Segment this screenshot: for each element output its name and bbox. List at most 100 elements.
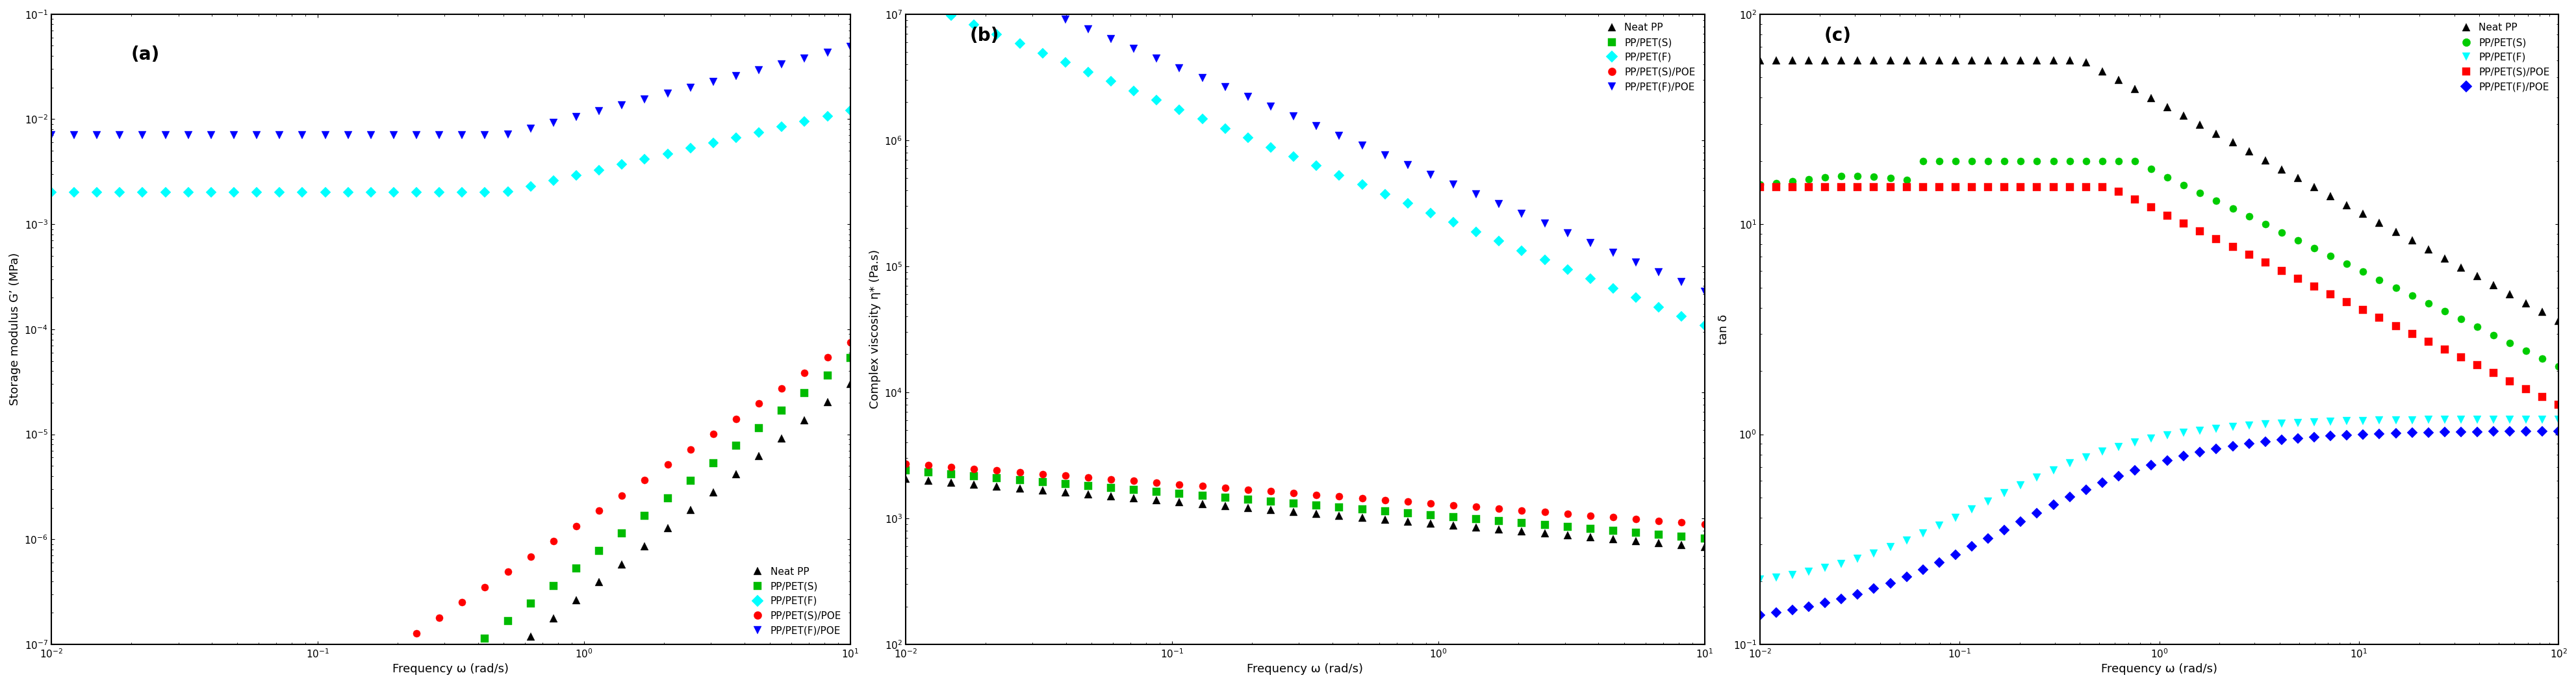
- PP/PET(S): [1777, 177, 1808, 185]
- PP/PET(F)/POE: [2347, 430, 2378, 438]
- PP/PET(F): [935, 12, 966, 20]
- Neat PP: [2411, 246, 2442, 254]
- PP/PET(F): [2411, 416, 2442, 424]
- PP/PET(S)/POE: [2543, 401, 2573, 409]
- PP/PET(S): [515, 599, 546, 607]
- PP/PET(S): [1842, 172, 1873, 180]
- PP/PET(F): [1530, 256, 1561, 264]
- PP/PET(S)/POE: [538, 537, 569, 545]
- PP/PET(F): [1891, 536, 1922, 544]
- PP/PET(S)/POE: [629, 476, 659, 484]
- PP/PET(F): [1924, 521, 1955, 529]
- PP/PET(S): [1118, 486, 1149, 494]
- PP/PET(S)/POE: [2509, 385, 2540, 393]
- PP/PET(F)/POE: [425, 131, 456, 140]
- PP/PET(S)/POE: [889, 460, 920, 468]
- PP/PET(F)/POE: [1793, 603, 1824, 611]
- PP/PET(S): [2362, 276, 2393, 284]
- PP/PET(F): [492, 187, 523, 196]
- PP/PET(F)/POE: [2429, 428, 2460, 436]
- PP/PET(F)/POE: [2102, 472, 2133, 480]
- PP/PET(S): [835, 354, 866, 362]
- PP/PET(S)/POE: [1072, 473, 1103, 482]
- Neat PP: [629, 542, 659, 551]
- Neat PP: [889, 475, 920, 483]
- PP/PET(F): [1368, 190, 1399, 198]
- PP/PET(F): [2543, 415, 2573, 423]
- PP/PET(S): [1643, 530, 1674, 538]
- PP/PET(S)/POE: [1826, 183, 1857, 192]
- PP/PET(F): [1028, 49, 1059, 57]
- PP/PET(S): [1028, 478, 1059, 486]
- Neat PP: [2169, 111, 2200, 120]
- PP/PET(S): [1875, 174, 1906, 182]
- PP/PET(F): [2460, 415, 2491, 423]
- PP/PET(F)/POE: [788, 54, 819, 62]
- PP/PET(S): [1744, 181, 1775, 189]
- PP/PET(S): [1048, 479, 1079, 488]
- PP/PET(S)/POE: [2249, 259, 2280, 267]
- PP/PET(S)/POE: [2022, 183, 2053, 192]
- PP/PET(S): [1324, 503, 1355, 512]
- PP/PET(S)/POE: [765, 384, 796, 393]
- Line: PP/PET(F)/POE: PP/PET(F)/POE: [1757, 428, 2561, 618]
- Neat PP: [2527, 308, 2558, 316]
- Neat PP: [1278, 508, 1309, 516]
- PP/PET(S)/POE: [2331, 298, 2362, 306]
- PP/PET(S): [912, 468, 943, 476]
- PP/PET(F)/POE: [469, 131, 500, 140]
- PP/PET(F): [2053, 460, 2084, 468]
- PP/PET(S): [469, 635, 500, 643]
- PP/PET(F): [1072, 68, 1103, 76]
- Neat PP: [765, 434, 796, 443]
- Neat PP: [1188, 500, 1218, 508]
- PP/PET(F): [2087, 447, 2117, 456]
- PP/PET(F): [585, 166, 616, 174]
- PP/PET(F): [1461, 228, 1492, 236]
- Legend: Neat PP, PP/PET(S), PP/PET(F), PP/PET(S)/POE, PP/PET(F)/POE: Neat PP, PP/PET(S), PP/PET(F), PP/PET(S)…: [744, 563, 845, 640]
- PP/PET(F)/POE: [2380, 429, 2411, 437]
- PP/PET(S)/POE: [2478, 369, 2509, 378]
- Neat PP: [835, 380, 866, 389]
- PP/PET(F): [2347, 417, 2378, 425]
- PP/PET(F)/POE: [1255, 103, 1285, 111]
- PP/PET(F): [835, 107, 866, 115]
- X-axis label: Frequency ω (rad/s): Frequency ω (rad/s): [1247, 663, 1363, 675]
- PP/PET(F)/POE: [126, 131, 157, 140]
- Neat PP: [1793, 57, 1824, 65]
- PP/PET(F)/POE: [744, 66, 775, 74]
- PP/PET(F)/POE: [1461, 190, 1492, 198]
- PP/PET(F): [1690, 321, 1721, 330]
- PP/PET(F)/POE: [1188, 74, 1218, 82]
- Line: PP/PET(F): PP/PET(F): [902, 0, 1708, 329]
- PP/PET(S)/POE: [1551, 510, 1582, 518]
- PP/PET(F): [2429, 416, 2460, 424]
- PP/PET(S)/POE: [2102, 187, 2133, 196]
- PP/PET(S): [1597, 527, 1628, 535]
- Neat PP: [1989, 57, 2020, 65]
- PP/PET(F): [1857, 549, 1888, 557]
- Y-axis label: tan δ: tan δ: [1718, 314, 1728, 344]
- PP/PET(S)/POE: [912, 461, 943, 469]
- PP/PET(F)/POE: [2004, 517, 2035, 525]
- PP/PET(S)/POE: [1437, 501, 1468, 509]
- PP/PET(F): [1141, 96, 1172, 104]
- PP/PET(S): [605, 529, 636, 538]
- Neat PP: [1028, 486, 1059, 495]
- PP/PET(S)/POE: [1574, 512, 1605, 520]
- PP/PET(S): [2184, 189, 2215, 197]
- PP/PET(S): [1989, 157, 2020, 165]
- PP/PET(S)/POE: [2071, 183, 2102, 192]
- PP/PET(S): [2282, 236, 2313, 244]
- PP/PET(F)/POE: [538, 118, 569, 127]
- PP/PET(S)/POE: [332, 675, 363, 683]
- PP/PET(S)/POE: [1231, 486, 1262, 494]
- PP/PET(F): [2527, 415, 2558, 423]
- PP/PET(F)/POE: [1891, 573, 1922, 581]
- PP/PET(F)/POE: [1301, 122, 1332, 131]
- Neat PP: [1777, 57, 1808, 65]
- PP/PET(F): [721, 133, 752, 142]
- Neat PP: [2445, 263, 2476, 272]
- PP/PET(F)/POE: [1620, 259, 1651, 267]
- Neat PP: [1048, 488, 1079, 497]
